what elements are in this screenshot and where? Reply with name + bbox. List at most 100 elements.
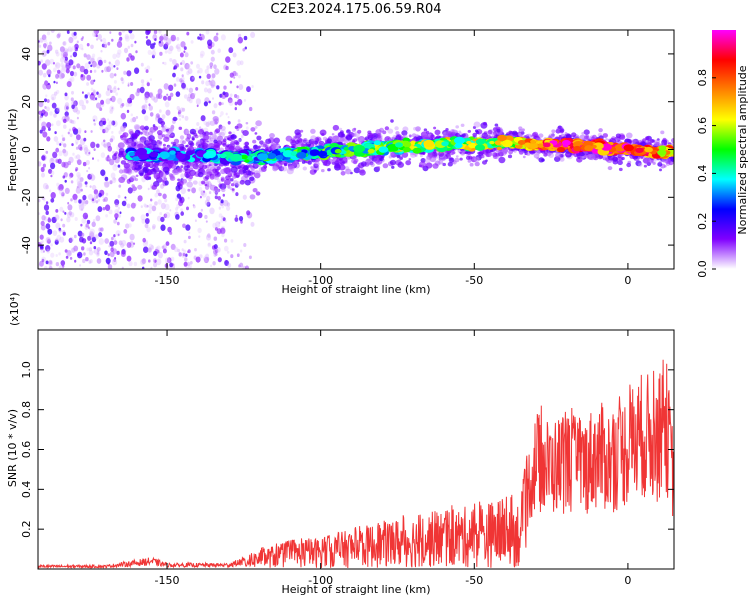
noise-blob [72, 65, 76, 70]
noise-blob [207, 39, 213, 46]
noise-blob [201, 80, 205, 85]
noise-blob [228, 47, 234, 54]
noise-blob [78, 99, 85, 107]
noise-blob [39, 260, 44, 267]
noise-blob [88, 247, 93, 252]
noise-blob [92, 96, 96, 101]
halo-blob [297, 143, 301, 147]
halo-blob [643, 164, 648, 168]
noise-blob [147, 187, 150, 191]
noise-blob [222, 217, 226, 222]
noise-blob [224, 245, 229, 252]
halo-blob [162, 166, 170, 173]
halo-blob [230, 183, 235, 187]
noise-blob [172, 59, 177, 65]
halo-blob [345, 168, 352, 175]
noise-blob [75, 146, 79, 150]
noise-blob [108, 63, 114, 70]
halo-blob [191, 131, 195, 134]
noise-blob [60, 62, 64, 67]
halo-blob [319, 142, 324, 146]
noise-blob [164, 257, 171, 264]
noise-blob [69, 65, 72, 69]
noise-blob [45, 59, 51, 66]
noise-blob [117, 206, 121, 210]
noise-blob [147, 209, 152, 214]
noise-blob [213, 103, 218, 109]
noise-blob [49, 58, 55, 65]
noise-blob [80, 223, 83, 227]
halo-blob [182, 169, 186, 172]
halo-blob [303, 138, 308, 142]
halo-blob [331, 133, 335, 136]
halo-blob [236, 128, 240, 132]
noise-blob [151, 225, 156, 230]
noise-blob [233, 76, 236, 79]
noise-blob [98, 192, 102, 198]
noise-blob [249, 106, 253, 112]
noise-blob [112, 53, 117, 60]
noise-blob [141, 258, 147, 264]
noise-blob [57, 185, 62, 191]
noise-blob [251, 85, 254, 88]
noise-blob [186, 31, 190, 36]
noise-blob [175, 77, 180, 82]
noise-blob [55, 262, 60, 267]
noise-blob [73, 198, 78, 204]
noise-blob [54, 214, 60, 221]
noise-blob [120, 77, 124, 81]
halo-blob [197, 171, 204, 178]
halo-blob [230, 166, 238, 173]
halo-blob [258, 166, 265, 173]
noise-blob [165, 109, 171, 116]
halo-blob [230, 134, 237, 140]
halo-blob [518, 133, 522, 137]
noise-blob [156, 258, 162, 266]
halo-blob [508, 149, 513, 155]
noise-blob [137, 195, 143, 202]
noise-blob [124, 196, 127, 199]
noise-blob [161, 114, 166, 119]
noise-blob [170, 34, 176, 42]
noise-blob [175, 63, 179, 68]
noise-blob [46, 31, 51, 36]
noise-blob [217, 196, 221, 201]
noise-blob [92, 157, 94, 160]
halo-blob [188, 162, 193, 167]
halo-blob [360, 161, 367, 167]
halo-blob [416, 128, 420, 132]
noise-blob [157, 249, 160, 254]
noise-blob [117, 213, 122, 218]
halo-blob [432, 163, 439, 169]
noise-blob [114, 73, 117, 77]
noise-blob [55, 64, 58, 67]
noise-blob [175, 207, 179, 211]
noise-blob [179, 52, 184, 58]
noise-blob [53, 67, 57, 73]
noise-blob [56, 234, 62, 241]
noise-blob [71, 45, 76, 51]
noise-blob [86, 54, 91, 60]
halo-blob [602, 133, 608, 138]
halo-blob [215, 128, 221, 133]
halo-blob [230, 178, 234, 182]
noise-blob [180, 187, 186, 195]
noise-blob [198, 186, 203, 192]
halo-blob [185, 145, 188, 148]
noise-blob [41, 34, 47, 41]
noise-blob [212, 222, 217, 229]
noise-blob [64, 94, 69, 101]
noise-blob [243, 35, 248, 41]
noise-blob [46, 69, 52, 76]
noise-blob [107, 145, 113, 152]
noise-blob [62, 41, 66, 46]
halo-blob [425, 162, 433, 169]
halo-blob [209, 131, 213, 136]
halo-blob [327, 168, 331, 172]
halo-blob [240, 164, 246, 170]
noise-blob [116, 67, 119, 70]
halo-blob [588, 154, 596, 161]
halo-blob [507, 154, 513, 159]
noise-blob [57, 69, 61, 74]
noise-blob [216, 85, 220, 90]
